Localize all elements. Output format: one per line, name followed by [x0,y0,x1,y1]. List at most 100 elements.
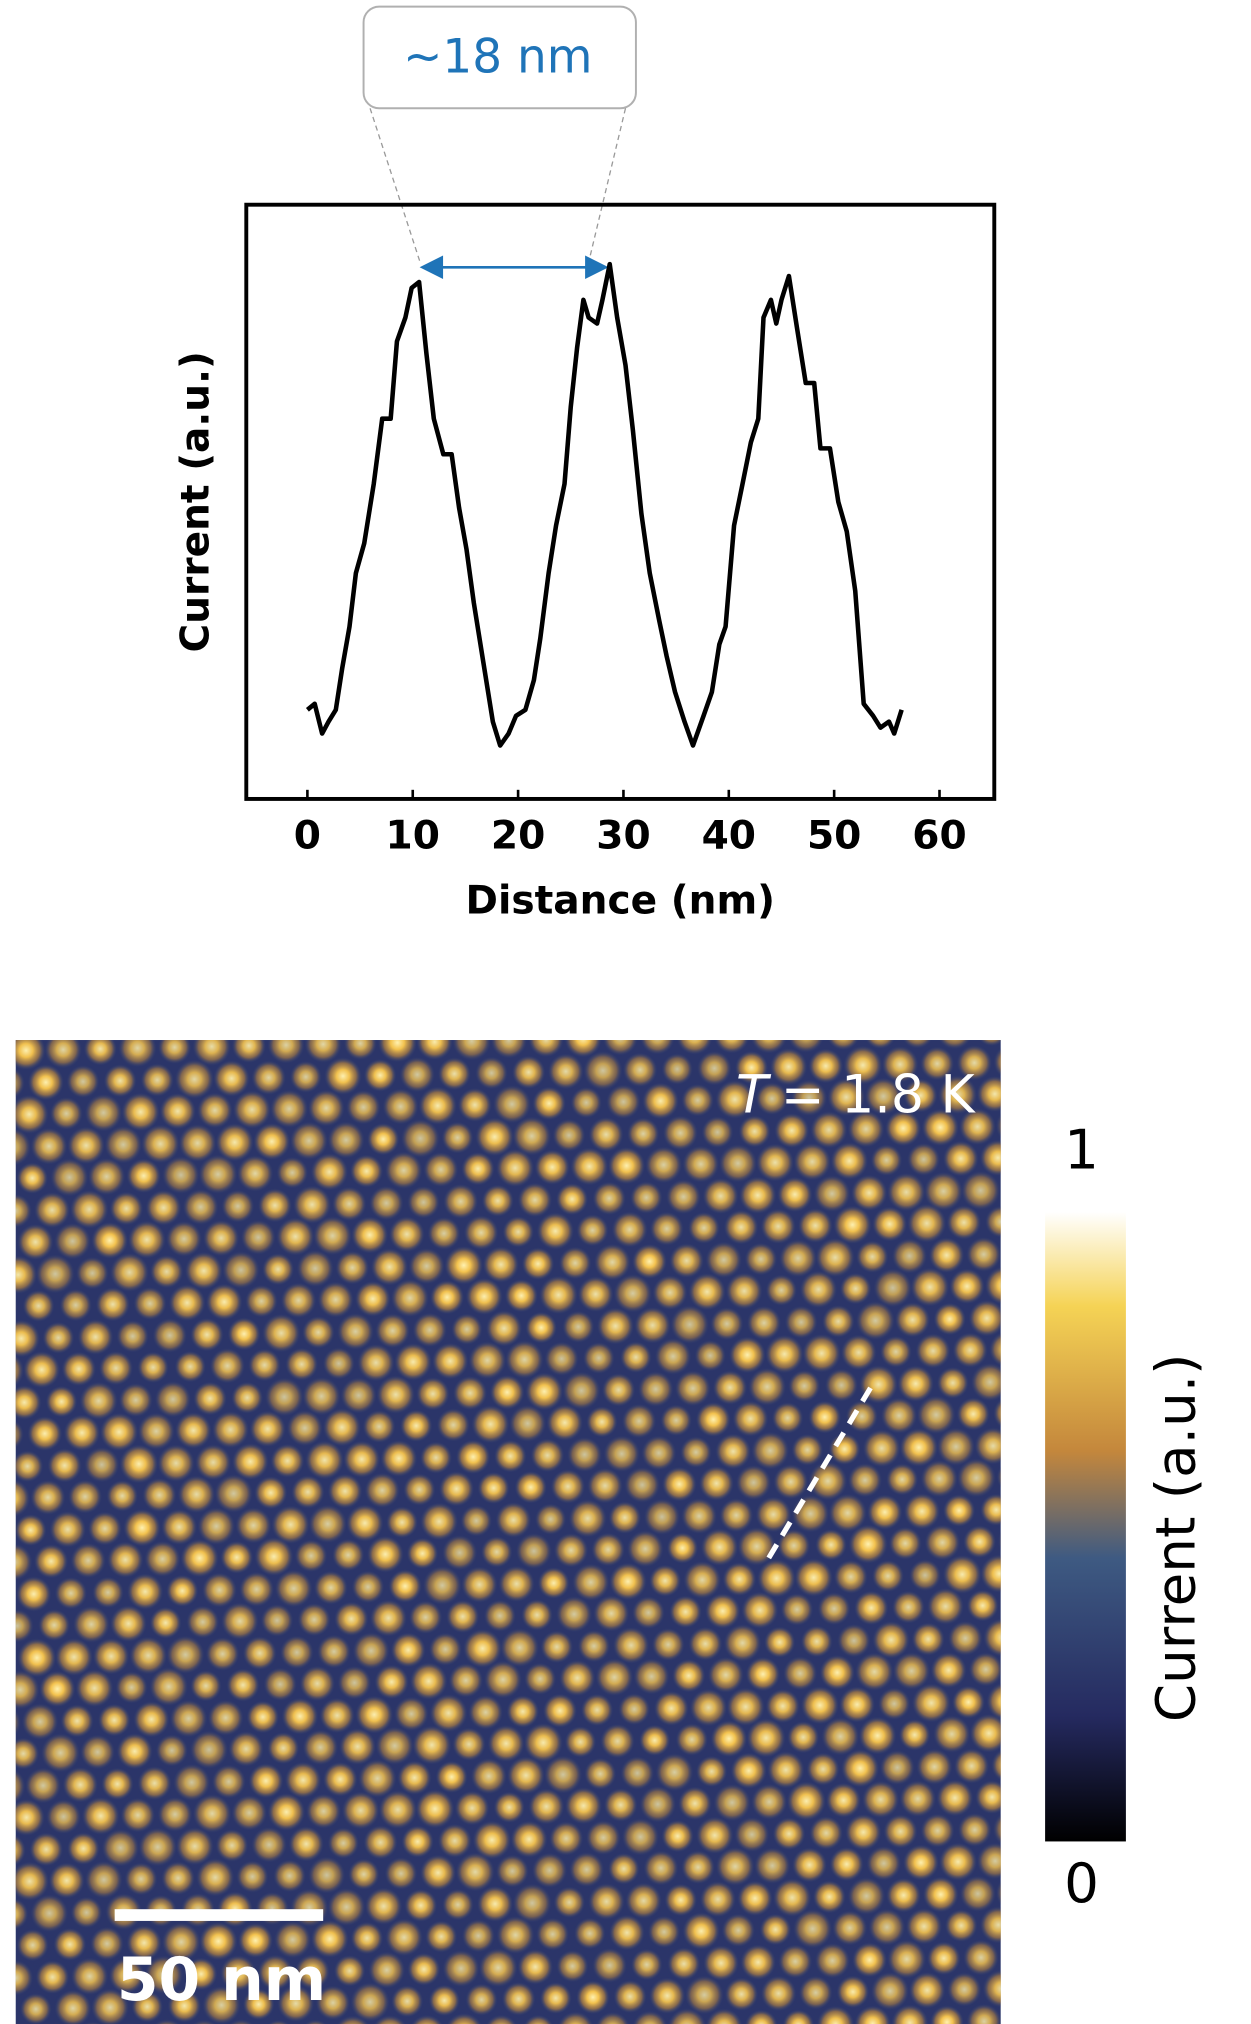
lattice-spot [197,1092,233,1129]
lattice-spot [367,1123,400,1156]
lattice-spot [892,1652,931,1690]
lattice-spot [1225,1997,1251,2024]
lattice-spot [366,1535,404,1573]
lattice-spot [606,1084,641,1119]
lattice-spot [872,1206,908,1242]
lattice-spot [539,1982,572,2014]
lattice-spot [1152,2000,1187,2024]
lattice-spot [1178,1745,1211,1778]
lattice-spot [521,1599,553,1631]
lattice-spot [166,1221,202,1257]
lattice-spot [257,1954,294,1991]
lattice-spot [115,1671,148,1704]
temperature-text: = 1.8 K [781,1066,977,1126]
lattice-spot [710,1307,744,1341]
lattice-spot [258,1188,292,1223]
lattice-spot [80,1734,115,1770]
lattice-spot [681,1850,715,1885]
lattice-spot [920,1460,958,1498]
lattice-spot [384,1857,418,1890]
lattice-spot [442,1535,478,1571]
lattice-spot [248,1348,281,1382]
lattice-spot [442,1949,480,1987]
lattice-spot [854,2005,891,2024]
lattice-spot [685,1975,724,2015]
lattice-spot [25,1767,61,1804]
lattice-spot [152,1318,187,1353]
lattice-spot [186,1605,220,1639]
lattice-spot [833,1559,868,1594]
lattice-spot [270,1089,309,1128]
lattice-spot [1133,1202,1166,1235]
lattice-spot [777,1529,811,1563]
lattice-spot [0,1163,11,1195]
lattice-spot [277,1985,315,2022]
lattice-spot [975,1780,1001,1814]
lattice-spot [461,1919,495,1953]
lattice-spot [830,1142,869,1180]
lattice-spot [436,1408,470,1442]
lattice-spot [76,1256,109,1290]
lattice-spot [116,1320,149,1353]
lattice-spot [707,1656,744,1693]
lattice-spot [129,1636,168,1675]
lattice-spot [407,1185,440,1219]
lattice-spot [1057,1968,1095,2006]
lattice-spot [264,962,303,1001]
lattice-spot [1108,1106,1143,1141]
lattice-spot [411,2014,443,2024]
lattice-spot [215,1829,249,1862]
lattice-spot [511,1055,546,1089]
lattice-spot [0,1863,11,1901]
lattice-spot [231,1795,268,1831]
lattice-spot [350,1982,390,2022]
lattice-spot [957,1813,992,1847]
lattice-spot [1009,949,1043,983]
lattice-spot [137,1766,172,1801]
lattice-spot [836,1975,870,2009]
lattice-spot [504,1279,538,1313]
lattice-spot [1114,1939,1146,1971]
lattice-spot [340,1377,377,1414]
lattice-spot [116,1733,153,1770]
lattice-spot [576,1980,610,2015]
lattice-spot [477,1885,514,1922]
lattice-spot [72,1605,110,1643]
lattice-spot [682,1912,720,1950]
lattice-spot [66,1065,100,1099]
lattice-spot [475,1117,514,1157]
lattice-spot [664,1883,698,1917]
lattice-spot [203,1219,240,1257]
lattice-spot [583,1051,623,1091]
lattice-spot [175,1827,214,1866]
lattice-spot [370,1248,409,1286]
lattice-spot [1030,981,1062,1013]
lattice-spot [192,2019,216,2024]
lattice-spot [220,1540,254,1574]
lattice-spot [928,1237,965,1273]
lattice-spot [697,1051,732,1086]
lattice-spot [737,1527,777,1566]
lattice-spot [1185,1167,1223,1205]
lattice-spot [16,1162,48,1194]
lattice-spot [1187,1936,1220,1969]
lattice-spot [332,1186,367,1222]
callout-line [369,108,421,261]
lattice-spot [53,1927,87,1961]
lattice-spot [118,1383,153,1418]
lattice-spot [815,1237,855,1278]
lattice-spot [887,1172,926,1212]
lattice-spot [34,1544,69,1579]
lattice-spot [15,2003,17,2017]
lattice-spot [1166,1136,1201,1171]
lattice-spot [750,1040,787,1054]
lattice-spot [552,1118,586,1152]
lattice-spot [27,1064,64,1101]
lattice-spot [412,959,450,997]
lattice-spot [21,1703,59,1740]
lattice-spot [415,1789,455,1829]
lattice-spot [813,1175,851,1213]
lattice-spot [618,1693,651,1726]
lattice-spot [471,1405,510,1444]
lattice-spot [852,1942,888,1978]
